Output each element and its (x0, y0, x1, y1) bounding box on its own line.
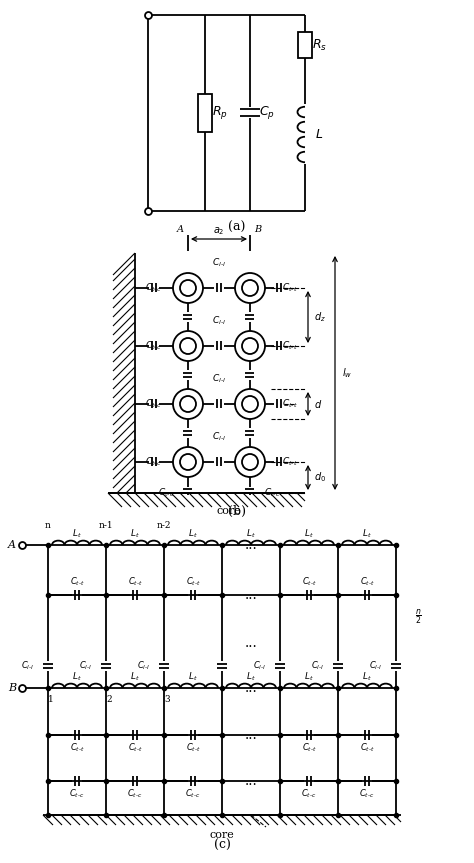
Circle shape (242, 454, 258, 470)
Text: $C_{t\text{-}t}$: $C_{t\text{-}t}$ (360, 576, 374, 589)
Circle shape (180, 338, 196, 354)
Text: (c): (c) (214, 839, 230, 852)
Text: $C_{t\text{-}c}$: $C_{t\text{-}c}$ (145, 398, 161, 410)
Text: $C_{t\text{-}t}$: $C_{t\text{-}t}$ (186, 576, 201, 589)
Text: B: B (8, 683, 16, 693)
Text: $l_w$: $l_w$ (342, 366, 352, 380)
Text: core: core (210, 830, 234, 840)
Text: $C_{t\text{-}t}$: $C_{t\text{-}t}$ (301, 742, 316, 754)
Text: $C_{l\text{-}l}$: $C_{l\text{-}l}$ (21, 659, 35, 671)
Text: $R_s$: $R_s$ (312, 37, 328, 53)
Text: A: A (176, 224, 183, 234)
Text: $C_{t\text{-}c}$: $C_{t\text{-}c}$ (264, 487, 280, 500)
Text: $C_{t\text{-}t}$: $C_{t\text{-}t}$ (282, 340, 298, 352)
Text: B: B (255, 224, 262, 234)
Circle shape (235, 273, 265, 303)
Text: ...: ... (245, 588, 257, 602)
Text: $C_{t\text{-}c}$: $C_{t\text{-}c}$ (301, 788, 317, 800)
Text: core: core (217, 506, 241, 516)
Circle shape (180, 454, 196, 470)
Circle shape (235, 331, 265, 361)
Text: 3: 3 (164, 695, 170, 703)
Text: (a): (a) (228, 221, 246, 234)
Text: $C_{t\text{-}t}$: $C_{t\text{-}t}$ (70, 576, 84, 589)
Text: $C_{t\text{-}c}$: $C_{t\text{-}c}$ (128, 788, 143, 800)
Text: $C_{l\text{-}l}$: $C_{l\text{-}l}$ (254, 659, 266, 671)
Text: $C_{l\text{-}l}$: $C_{l\text{-}l}$ (212, 373, 226, 385)
Text: $C_{l\text{-}l}$: $C_{l\text{-}l}$ (369, 659, 383, 671)
Text: $C_{l\text{-}l}$: $C_{l\text{-}l}$ (80, 659, 92, 671)
Text: ...: ... (245, 774, 257, 788)
Text: ...: ... (245, 681, 257, 695)
Circle shape (235, 389, 265, 419)
Text: $L_t$: $L_t$ (362, 671, 372, 683)
Text: n-2: n-2 (157, 520, 171, 530)
Text: $C_{t\text{-}t}$: $C_{t\text{-}t}$ (70, 742, 84, 754)
Text: $L_t$: $L_t$ (188, 528, 198, 540)
Text: $a_2$: $a_2$ (213, 225, 225, 237)
Text: $C_{l\text{-}l}$: $C_{l\text{-}l}$ (212, 315, 226, 327)
Text: $C_{t\text{-}t}$: $C_{t\text{-}t}$ (282, 398, 298, 410)
Text: $C_{l\text{-}l}$: $C_{l\text{-}l}$ (212, 431, 226, 444)
Text: $L_t$: $L_t$ (362, 528, 372, 540)
Circle shape (173, 331, 203, 361)
Text: $C_{t\text{-}c}$: $C_{t\text{-}c}$ (145, 340, 161, 352)
Text: $R_p$: $R_p$ (212, 104, 228, 122)
Text: $C_{l\text{-}l}$: $C_{l\text{-}l}$ (137, 659, 151, 671)
Text: $C_{t\text{-}c}$: $C_{t\text{-}c}$ (145, 456, 161, 469)
Circle shape (173, 389, 203, 419)
Circle shape (242, 396, 258, 412)
Text: $d_z$: $d_z$ (314, 310, 326, 324)
Text: $C_{t\text{-}c}$: $C_{t\text{-}c}$ (69, 788, 85, 800)
Circle shape (173, 273, 203, 303)
Text: $C_{l\text{-}l}$: $C_{l\text{-}l}$ (212, 257, 226, 269)
Text: $C_{t\text{-}t}$: $C_{t\text{-}t}$ (282, 281, 298, 294)
Text: A: A (8, 540, 16, 550)
Circle shape (235, 447, 265, 477)
Text: $L_t$: $L_t$ (304, 671, 314, 683)
Text: (b): (b) (228, 505, 246, 518)
Bar (298, 32, 312, 58)
Text: $L_t$: $L_t$ (304, 528, 314, 540)
Circle shape (180, 280, 196, 296)
Text: $\frac{n}{2}$: $\frac{n}{2}$ (415, 607, 421, 626)
Text: $L$: $L$ (315, 128, 323, 141)
Text: $C_{t\text{-}c}$: $C_{t\text{-}c}$ (145, 281, 161, 294)
Text: $C_{t\text{-}t}$: $C_{t\text{-}t}$ (186, 742, 201, 754)
Text: $C_{t\text{-}c}$: $C_{t\text{-}c}$ (359, 788, 375, 800)
Text: $L_t$: $L_t$ (130, 528, 140, 540)
Text: 2: 2 (106, 695, 112, 703)
Text: $d_0$: $d_0$ (314, 470, 326, 484)
Circle shape (180, 396, 196, 412)
Bar (198, 94, 212, 132)
Text: $C_{t\text{-}t}$: $C_{t\text{-}t}$ (301, 576, 316, 589)
Circle shape (242, 338, 258, 354)
Text: $C_{t\text{-}c}$: $C_{t\text{-}c}$ (158, 487, 174, 500)
Circle shape (173, 447, 203, 477)
Text: $C_{t\text{-}t}$: $C_{t\text{-}t}$ (282, 456, 298, 469)
Text: n: n (45, 520, 51, 530)
Text: $C_{t\text{-}c}$: $C_{t\text{-}c}$ (185, 788, 201, 800)
Text: $L_t$: $L_t$ (72, 671, 82, 683)
Text: $C_{t\text{-}t}$: $C_{t\text{-}t}$ (128, 742, 142, 754)
Text: $L_t$: $L_t$ (72, 528, 82, 540)
Text: ...: ... (245, 728, 257, 742)
Text: $L_t$: $L_t$ (130, 671, 140, 683)
Text: $L_t$: $L_t$ (246, 528, 256, 540)
Text: 1: 1 (48, 695, 54, 703)
Text: $C_{t\text{-}t}$: $C_{t\text{-}t}$ (128, 576, 142, 589)
Text: $C_p$: $C_p$ (259, 104, 275, 122)
Text: $L_t$: $L_t$ (188, 671, 198, 683)
Text: n-1: n-1 (99, 520, 113, 530)
Text: ...: ... (245, 636, 257, 650)
Text: $L_t$: $L_t$ (246, 671, 256, 683)
Text: $C_{l\text{-}l}$: $C_{l\text{-}l}$ (311, 659, 325, 671)
Circle shape (242, 280, 258, 296)
Text: ...: ... (245, 538, 257, 552)
Text: $C_{t\text{-}t}$: $C_{t\text{-}t}$ (360, 742, 374, 754)
Text: $d$: $d$ (314, 398, 322, 410)
